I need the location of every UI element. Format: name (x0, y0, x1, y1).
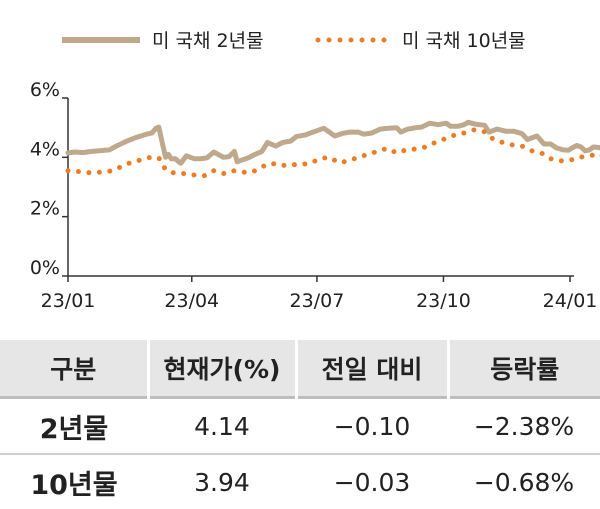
x-tick-label: 23/01 (41, 290, 96, 312)
x-tick-label: 23/10 (416, 290, 471, 312)
table-row: 2년물 4.14 −0.10 −2.38% (0, 396, 600, 454)
legend-label-2y: 미 국채 2년물 (152, 30, 264, 52)
y-tick-label: 4% (30, 138, 60, 160)
yield-table: 구분 현재가(%) 전일 대비 등락률 2년물 4.14 −0.10 −2.38… (0, 340, 600, 509)
x-tick-label: 23/04 (164, 290, 219, 312)
header-price: 현재가(%) (148, 340, 298, 398)
chart-axes: 0% 2% 4% 6% 23/01 23/04 23/07 23/10 24/01 (30, 79, 598, 312)
legend-item-10y: 미 국채 10년물 (315, 30, 526, 52)
header-category: 구분 (0, 340, 150, 398)
y-tick-label: 2% (30, 198, 60, 220)
y-tick-label: 0% (30, 257, 60, 279)
row-rate: −2.38% (448, 396, 600, 454)
legend-item-2y: 미 국채 2년물 (62, 30, 264, 52)
row-label: 2년물 (0, 396, 148, 454)
series-line-2y (65, 119, 600, 166)
chart-plot-area (65, 119, 600, 179)
yield-line-chart: 미 국채 2년물 미 국채 10년물 0% 2% 4% 6% 23/01 23/04 23/… (30, 30, 600, 312)
x-tick-label: 23/07 (290, 290, 345, 312)
row-label: 10년물 (0, 453, 148, 509)
table-row: 10년물 3.94 −0.03 −0.68% (0, 453, 600, 509)
legend-label-10y: 미 국채 10년물 (402, 30, 526, 52)
chart-legend: 미 국채 2년물 미 국채 10년물 (62, 30, 526, 52)
table-header-row: 구분 현재가(%) 전일 대비 등락률 (0, 340, 600, 398)
x-tick-label: 24/01 (543, 290, 598, 312)
row-change: −0.03 (296, 453, 448, 509)
row-price: 3.94 (148, 453, 296, 509)
row-rate: −0.68% (448, 453, 600, 509)
row-price: 4.14 (148, 396, 296, 454)
row-change: −0.10 (296, 396, 448, 454)
header-change: 전일 대비 (296, 340, 450, 398)
y-tick-label: 6% (30, 79, 60, 101)
header-rate: 등락률 (448, 340, 600, 398)
